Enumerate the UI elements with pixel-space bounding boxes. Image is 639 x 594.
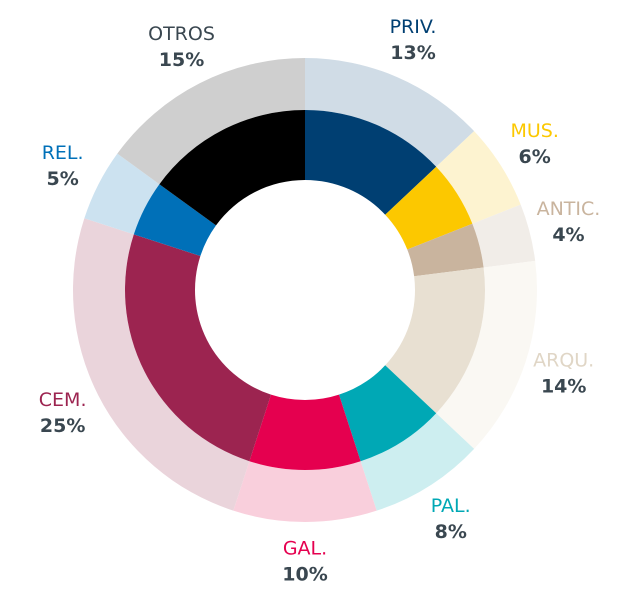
category-label: MUS.	[510, 120, 558, 142]
category-label: PRIV.	[390, 16, 437, 38]
slice	[305, 110, 437, 215]
value-label: 8%	[435, 521, 467, 543]
slice	[249, 394, 361, 471]
value-label: 4%	[552, 224, 584, 246]
slice	[133, 184, 217, 257]
category-label: OTROS	[148, 23, 215, 45]
value-label: 15%	[159, 49, 204, 71]
outer-slice	[436, 131, 521, 224]
value-label: 13%	[390, 42, 435, 64]
slice	[407, 223, 484, 277]
category-label: PAL.	[431, 495, 471, 517]
outer-slice	[360, 413, 475, 511]
value-label: 5%	[47, 168, 79, 190]
category-label: ANTIC.	[537, 198, 601, 220]
slice	[159, 110, 305, 226]
outer-slice	[305, 58, 475, 167]
category-label: REL.	[42, 142, 84, 164]
category-label: CEM.	[39, 389, 87, 411]
value-label: 10%	[282, 564, 327, 586]
outer-slice	[233, 461, 377, 522]
outer-slice	[117, 58, 305, 185]
slice	[338, 365, 437, 462]
slice	[385, 267, 486, 414]
value-label: 6%	[519, 146, 551, 168]
value-label: 14%	[541, 376, 586, 398]
category-label: ARQU.	[533, 350, 594, 372]
outer-slice	[472, 204, 536, 268]
outer-slice	[84, 153, 160, 235]
slice	[125, 234, 272, 462]
outer-slice	[73, 218, 250, 511]
outer-slice	[436, 260, 537, 449]
slice	[385, 166, 473, 250]
category-label: GAL.	[283, 538, 327, 560]
value-label: 25%	[40, 415, 85, 437]
